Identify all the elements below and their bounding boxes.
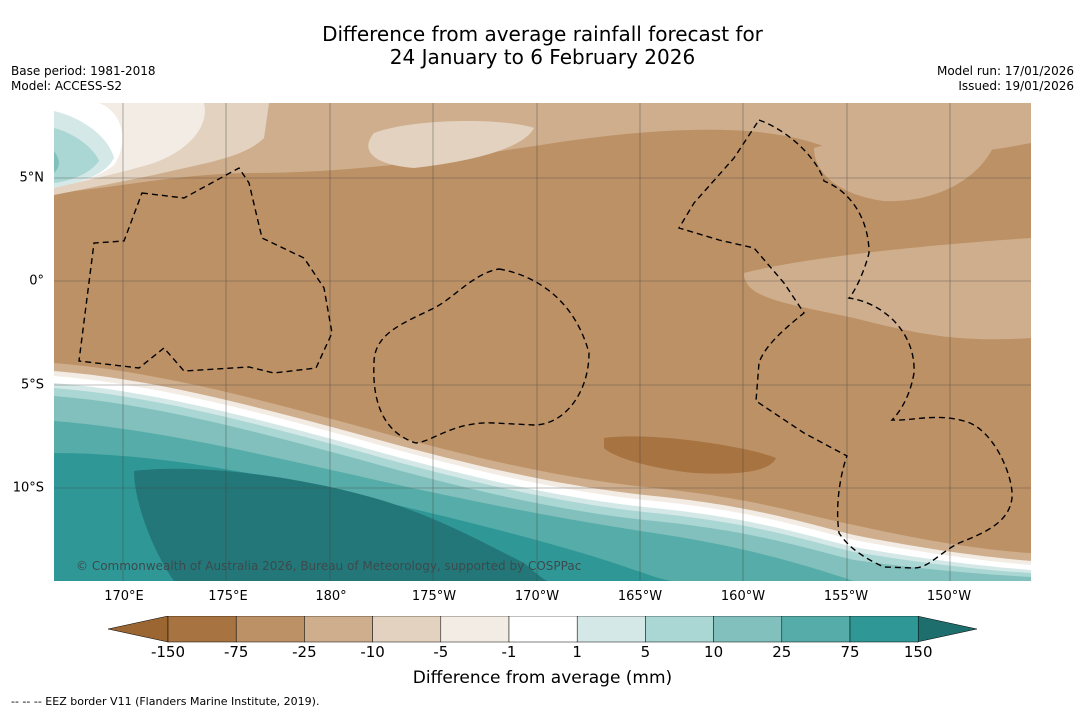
anomaly-band-minus-25-north [54,103,1031,193]
colorbar-tick-label: -1 [501,643,517,661]
colorbar-tick-label: 150 [903,643,933,661]
lon-label: 175°E [208,589,248,604]
colorbar-over-arrow [916,616,978,643]
lat-label: 5°S [20,377,44,393]
meta-right: Model run: 17/01/2026 Issued: 19/01/2026 [937,64,1074,94]
lat-label: 5°N [19,170,45,186]
colorbar-cell [849,616,919,643]
copyright-text: © Commonwealth of Australia 2026, Bureau… [76,559,581,573]
colorbar-cell [167,616,237,643]
anomaly-patch-minus-10-central [368,121,534,168]
colorbar-tick-label: -150 [150,643,186,661]
colorbar-cell [645,616,714,643]
model-run-text: Model run: 17/01/2026 [936,64,1074,78]
colorbar-tick-label: 10 [704,643,724,661]
lon-label: 170°W [514,589,560,604]
colorbar-cell [576,616,646,643]
colorbar-cell [781,616,851,643]
rainfall-anomaly-map: © Commonwealth of Australia 2026, Bureau… [54,103,1031,581]
issued-text: Issued: 19/01/2026 [958,79,1074,93]
lon-label: 180° [315,589,347,604]
lat-label: 10°S [12,480,44,496]
chart-title-line-1: Difference from average rainfall forecas… [322,22,763,46]
lat-label: 0° [29,273,44,289]
colorbar-cell [713,616,783,643]
anomaly-band-plus-25-north [54,151,59,173]
anomaly-patch-minus-25-northeast [814,135,996,202]
eez-border-east [677,119,1013,569]
colorbar-cell [235,616,305,643]
base-period-text: Base period: 1981-2018 [11,64,156,78]
model-text: Model: ACCESS-S2 [11,79,123,93]
colorbar-tick-label: 25 [772,643,792,661]
eez-border-west [78,167,333,374]
colorbar-tick-label: -10 [360,643,385,661]
colorbar-cell [304,616,373,643]
graticule [54,103,1031,581]
lon-label: 150°W [926,589,972,604]
lon-label: 170°E [104,589,144,604]
colorbar-tick-label: -5 [433,643,449,661]
anomaly-band-over-150-south [134,468,549,581]
colorbar-cell [440,616,510,643]
lon-label: 175°W [411,589,457,604]
colorbar-tick-label: 1 [572,643,582,661]
colorbar [108,616,978,643]
anomaly-patch-minus-25-east [744,238,1031,340]
eez-footnote: -- -- -- EEZ border V11 (Flanders Marine… [11,695,320,708]
colorbar-tick-label: 5 [640,643,651,661]
colorbar-title: Difference from average (mm) [412,668,673,688]
lon-label: 165°W [617,589,663,604]
colorbar-cells [167,616,919,643]
colorbar-cell [372,616,442,643]
colorbar-tick-label: -75 [223,643,249,661]
anomaly-band-plus-10-north [54,128,99,183]
meta-left: Base period: 1981-2018 Model: ACCESS-S2 [11,64,156,94]
lon-label: 160°W [720,589,766,604]
colorbar-cell [508,616,578,643]
eez-borders [78,119,1013,569]
colorbar-under-arrow [108,616,169,643]
lon-label: 155°W [823,589,869,604]
colorbar-tick-label: -25 [292,643,317,661]
colorbar-tick-label: 75 [840,643,860,661]
anomaly-patch-minus-150 [604,436,776,474]
chart-title-line-2: 24 January to 6 February 2026 [389,45,696,69]
eez-border-central [373,268,590,444]
